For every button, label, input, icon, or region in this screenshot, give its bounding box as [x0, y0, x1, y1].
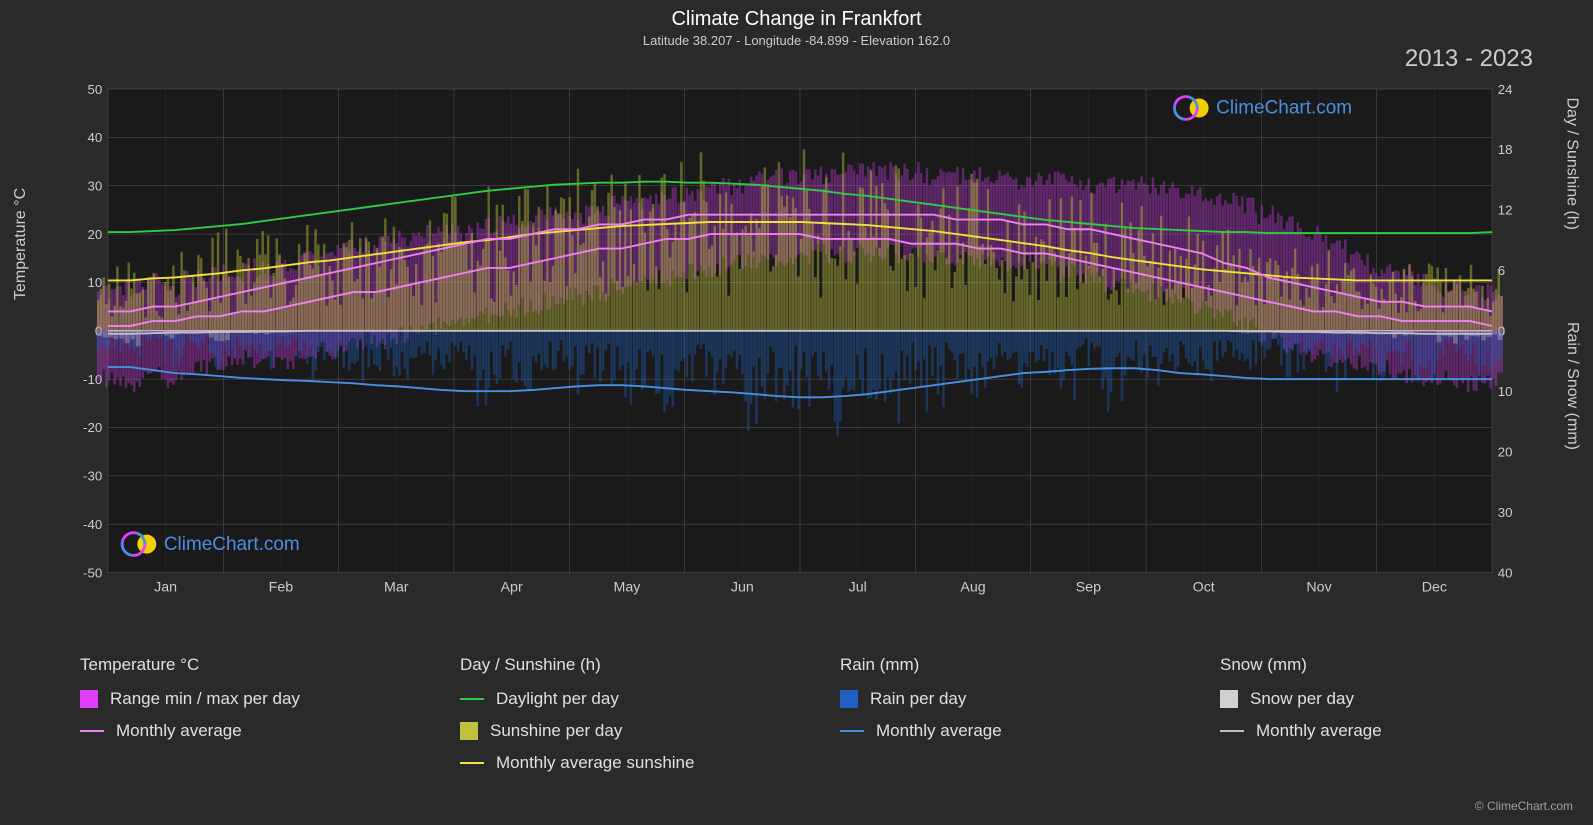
legend-swatch	[460, 722, 478, 740]
legend-label: Sunshine per day	[490, 721, 622, 741]
y-axis-right-top-label: Day / Sunshine (h)	[1563, 97, 1581, 230]
svg-text:ClimeChart.com: ClimeChart.com	[1216, 98, 1352, 119]
legend-swatch	[80, 690, 98, 708]
svg-text:30: 30	[87, 178, 102, 193]
y-axis-right-bottom-label: Rain / Snow (mm)	[1563, 322, 1581, 450]
legend-label: Monthly average	[1256, 721, 1382, 741]
legend: Temperature °C Range min / max per day Mon…	[80, 655, 1540, 785]
svg-text:Aug: Aug	[960, 579, 985, 595]
svg-text:Apr: Apr	[501, 579, 523, 595]
svg-text:30: 30	[1498, 505, 1513, 520]
svg-text:May: May	[614, 579, 642, 595]
legend-item: Monthly average	[1220, 721, 1540, 741]
svg-text:40: 40	[87, 130, 102, 145]
svg-text:Jul: Jul	[849, 579, 867, 595]
legend-swatch	[80, 730, 104, 732]
svg-text:Sep: Sep	[1076, 579, 1101, 595]
svg-text:Jan: Jan	[154, 579, 177, 595]
chart-svg: -50-40-30-20-100102030405006121824010203…	[70, 75, 1530, 615]
svg-text:Mar: Mar	[384, 579, 409, 595]
legend-item: Range min / max per day	[80, 689, 400, 709]
svg-text:Jun: Jun	[731, 579, 754, 595]
legend-swatch	[840, 730, 864, 732]
svg-text:Feb: Feb	[269, 579, 294, 595]
legend-label: Monthly average	[876, 721, 1002, 741]
svg-text:50: 50	[87, 82, 102, 97]
svg-text:20: 20	[87, 227, 102, 242]
svg-text:-50: -50	[83, 565, 102, 580]
legend-title: Rain (mm)	[840, 655, 1160, 675]
svg-text:-40: -40	[83, 517, 102, 532]
legend-item: Sunshine per day	[460, 721, 780, 741]
legend-title: Temperature °C	[80, 655, 400, 675]
legend-item: Monthly average	[840, 721, 1160, 741]
legend-label: Rain per day	[870, 689, 966, 709]
svg-text:40: 40	[1498, 565, 1513, 580]
svg-text:Nov: Nov	[1306, 579, 1332, 595]
copyright: © ClimeChart.com	[1475, 799, 1573, 813]
svg-text:12: 12	[1498, 203, 1513, 218]
legend-label: Monthly average	[116, 721, 242, 741]
legend-label: Monthly average sunshine	[496, 753, 694, 773]
legend-title: Snow (mm)	[1220, 655, 1540, 675]
svg-text:-20: -20	[83, 420, 102, 435]
svg-text:10: 10	[87, 275, 102, 290]
chart-subtitle: Latitude 38.207 - Longitude -84.899 - El…	[0, 31, 1593, 48]
legend-label: Range min / max per day	[110, 689, 300, 709]
svg-text:Oct: Oct	[1193, 579, 1215, 595]
svg-text:10: 10	[1498, 384, 1513, 399]
legend-label: Daylight per day	[496, 689, 619, 709]
svg-text:Dec: Dec	[1422, 579, 1447, 595]
legend-swatch	[460, 698, 484, 700]
svg-text:ClimeChart.com: ClimeChart.com	[164, 534, 300, 555]
legend-item: Rain per day	[840, 689, 1160, 709]
svg-text:-30: -30	[83, 469, 102, 484]
legend-title: Day / Sunshine (h)	[460, 655, 780, 675]
legend-item: Monthly average	[80, 721, 400, 741]
legend-swatch	[460, 762, 484, 764]
svg-text:18: 18	[1498, 142, 1513, 157]
legend-swatch	[840, 690, 858, 708]
svg-text:24: 24	[1498, 82, 1513, 97]
legend-item: Snow per day	[1220, 689, 1540, 709]
svg-text:20: 20	[1498, 444, 1513, 459]
year-range: 2013 - 2023	[1405, 45, 1533, 73]
y-axis-left-label: Temperature °C	[12, 188, 30, 300]
legend-item: Monthly average sunshine	[460, 753, 780, 773]
legend-swatch	[1220, 730, 1244, 732]
legend-label: Snow per day	[1250, 689, 1354, 709]
legend-swatch	[1220, 690, 1238, 708]
legend-item: Daylight per day	[460, 689, 780, 709]
chart-title: Climate Change in Frankfort	[0, 0, 1593, 31]
chart-area: -50-40-30-20-100102030405006121824010203…	[70, 75, 1530, 615]
